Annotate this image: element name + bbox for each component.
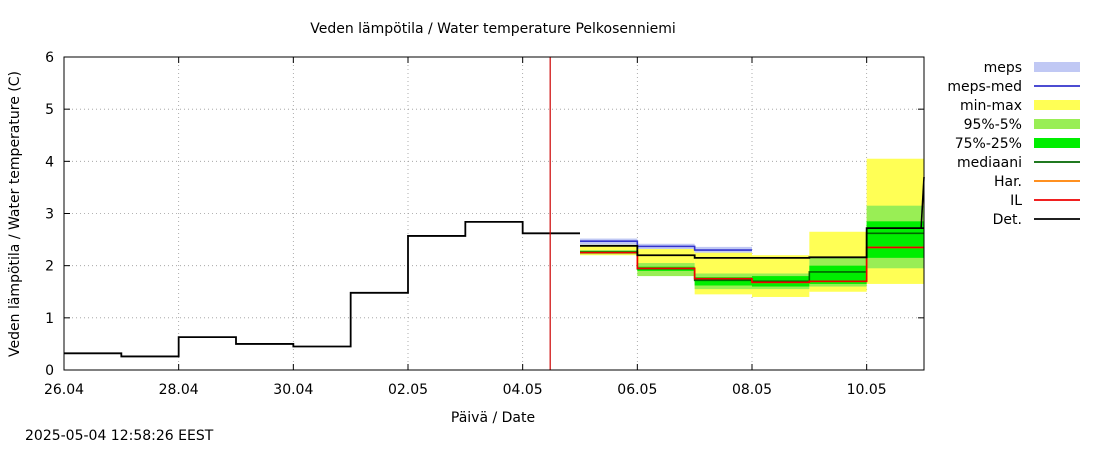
plot-area: 0 1 2 3 4 5 6 26.04 28.04 30.04 02.05 04.05 06.05 08.… <box>44 50 925 398</box>
75-25--band <box>809 265 867 284</box>
timestamp: 2025-05-04 12:58:26 EEST <box>25 428 214 444</box>
x-tick-label: 06.05 <box>617 382 657 398</box>
x-tick-label: 26.04 <box>44 382 84 398</box>
observed-line <box>64 220 580 358</box>
il-line <box>580 246 924 284</box>
y-tick-label: 3 <box>45 207 54 223</box>
x-axis-label: Päivä / Date <box>451 410 535 426</box>
legend-label: min-max <box>960 98 1022 114</box>
y-tick-label: 6 <box>45 50 54 66</box>
x-tick-label: 04.05 <box>503 382 543 398</box>
legend: meps meps-med min-max 95%-5% 75%-25% mediaani… <box>947 60 1080 228</box>
legend-swatch <box>1034 119 1080 129</box>
legend-label: 95%-5% <box>964 117 1022 133</box>
x-tick-label: 30.04 <box>273 382 313 398</box>
legend-label: Har. <box>994 174 1022 190</box>
y-tick-label: 4 <box>45 154 54 170</box>
det-line <box>580 227 924 259</box>
chart-title: Veden lämpötila / Water temperature Pelk… <box>310 21 676 37</box>
y-tick-label: 0 <box>45 363 54 379</box>
y-tick-label: 5 <box>45 102 54 118</box>
legend-swatch <box>1034 138 1080 148</box>
x-tick-label: 08.05 <box>732 382 772 398</box>
y-tick-label: 2 <box>45 259 54 275</box>
legend-swatch <box>1034 100 1080 110</box>
legend-label: meps <box>984 60 1022 76</box>
y-axis-label: Veden lämpötila / Water temperature (C) <box>7 71 23 357</box>
y-tick-label: 1 <box>45 311 54 327</box>
plot-frame <box>63 56 925 371</box>
75-25--band <box>866 221 924 258</box>
75-25--band <box>694 277 752 286</box>
meps-med-line <box>580 240 752 251</box>
legend-label: Det. <box>993 212 1022 228</box>
legend-label: meps-med <box>947 79 1022 95</box>
legend-label: 75%-25% <box>955 136 1022 152</box>
legend-swatch <box>1034 62 1080 72</box>
x-tick-label: 28.04 <box>159 382 199 398</box>
x-tick-label: 02.05 <box>388 382 428 398</box>
x-tick-label: 10.05 <box>847 382 887 398</box>
legend-label: mediaani <box>957 155 1022 171</box>
legend-label: IL <box>1010 193 1022 209</box>
